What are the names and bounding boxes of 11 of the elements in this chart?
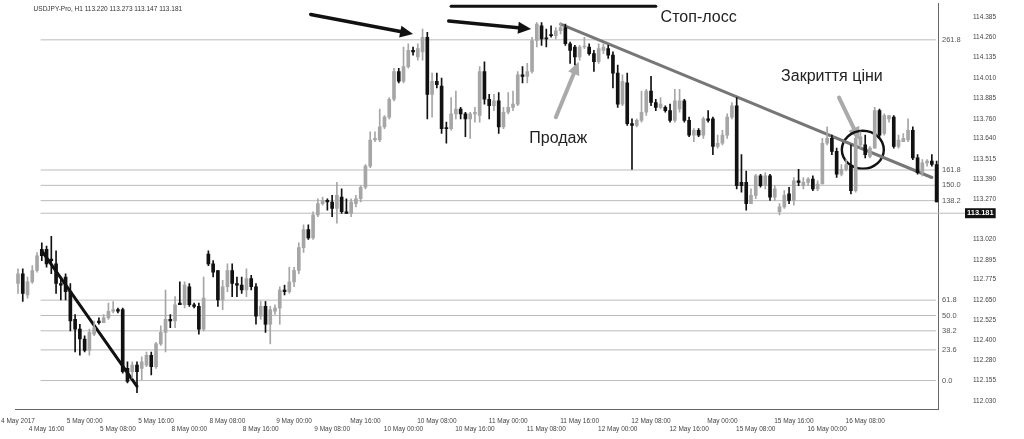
candlestick — [411, 46, 415, 56]
candlestick — [111, 301, 116, 314]
candlestick — [549, 25, 553, 38]
annotation: Закриття ціни — [781, 66, 883, 84]
candlestick — [97, 317, 101, 325]
candlestick — [468, 111, 472, 139]
annotation: Стоп-лосс — [660, 8, 737, 26]
annotation: Продаж — [529, 128, 588, 146]
candlestick — [177, 281, 182, 306]
candlestick — [454, 90, 458, 120]
candlestick — [168, 314, 173, 328]
